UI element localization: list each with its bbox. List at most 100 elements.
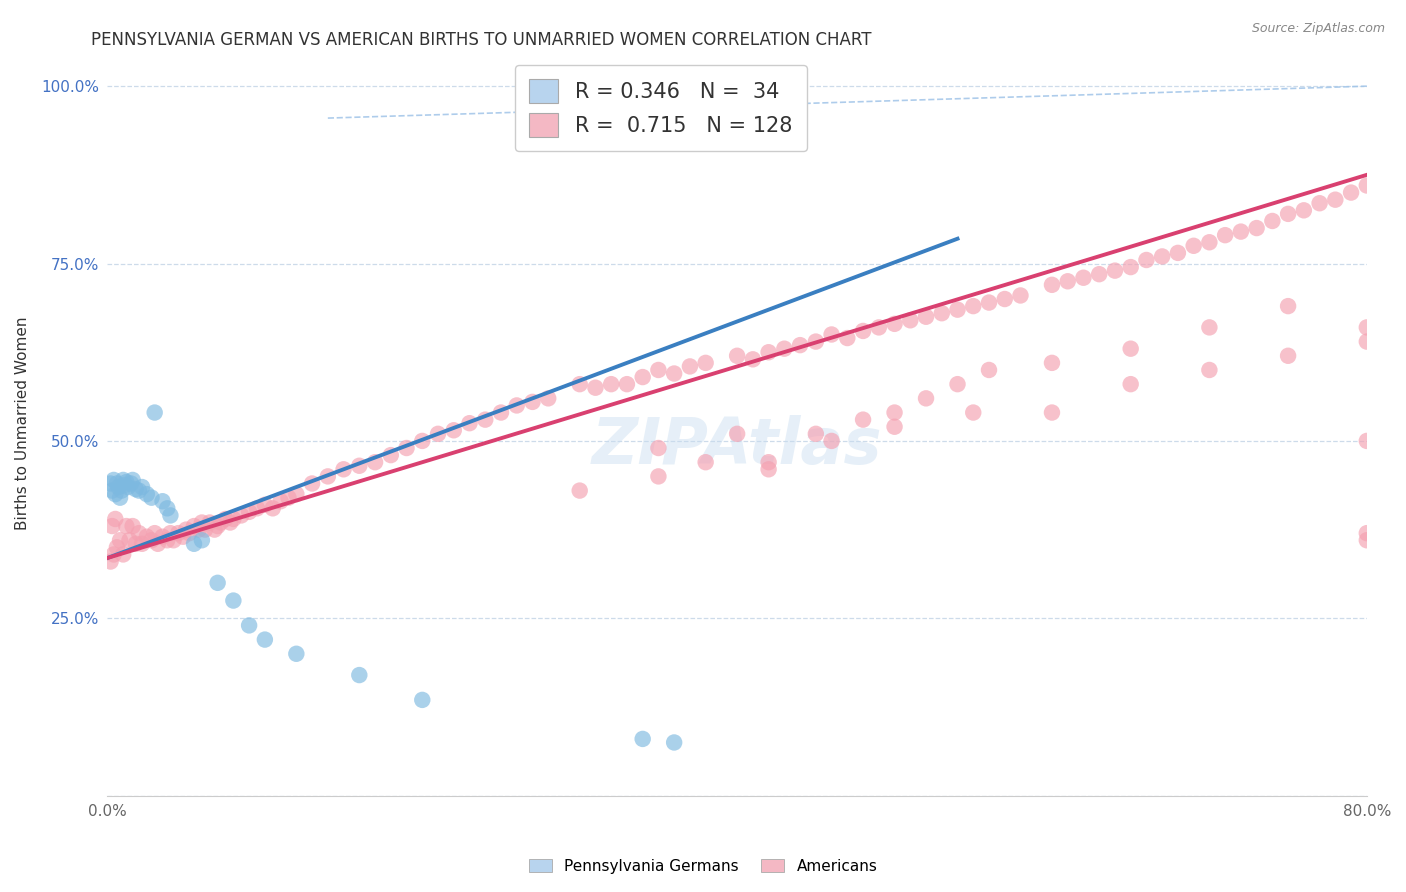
- Point: [262, 501, 284, 516]
- Point: [285, 487, 308, 501]
- Point: [183, 519, 205, 533]
- Point: [162, 533, 184, 548]
- Point: [1355, 533, 1378, 548]
- Point: [977, 295, 1000, 310]
- Point: [758, 462, 780, 476]
- Point: [443, 423, 465, 437]
- Point: [962, 405, 984, 419]
- Point: [135, 487, 157, 501]
- Point: [474, 412, 496, 426]
- Point: [103, 548, 125, 562]
- Point: [125, 482, 148, 496]
- Point: [647, 363, 669, 377]
- Point: [1261, 214, 1284, 228]
- Legend: Pennsylvania Germans, Americans: Pennsylvania Germans, Americans: [523, 853, 883, 880]
- Point: [695, 356, 717, 370]
- Point: [852, 412, 875, 426]
- Point: [214, 512, 236, 526]
- Point: [1355, 334, 1378, 349]
- Point: [585, 381, 607, 395]
- Point: [931, 306, 953, 320]
- Point: [1104, 263, 1126, 277]
- Point: [332, 462, 354, 476]
- Point: [915, 392, 938, 406]
- Point: [174, 523, 197, 537]
- Point: [105, 541, 128, 555]
- Point: [121, 473, 143, 487]
- Point: [1277, 299, 1299, 313]
- Point: [121, 519, 143, 533]
- Point: [135, 530, 157, 544]
- Point: [1355, 434, 1378, 448]
- Point: [231, 508, 253, 523]
- Point: [977, 363, 1000, 377]
- Point: [110, 483, 132, 498]
- Point: [395, 441, 418, 455]
- Point: [883, 419, 905, 434]
- Point: [1277, 349, 1299, 363]
- Point: [114, 478, 136, 492]
- Point: [128, 526, 150, 541]
- Point: [804, 426, 827, 441]
- Point: [108, 533, 131, 548]
- Point: [270, 494, 292, 508]
- Point: [1167, 246, 1189, 260]
- Point: [112, 473, 135, 487]
- Point: [1119, 342, 1142, 356]
- Point: [915, 310, 938, 324]
- Point: [662, 367, 685, 381]
- Point: [1135, 252, 1157, 267]
- Point: [946, 377, 969, 392]
- Point: [427, 426, 450, 441]
- Point: [101, 519, 124, 533]
- Point: [285, 647, 308, 661]
- Point: [662, 735, 685, 749]
- Point: [207, 575, 229, 590]
- Point: [316, 469, 339, 483]
- Point: [191, 533, 214, 548]
- Point: [789, 338, 811, 352]
- Point: [101, 483, 124, 498]
- Point: [107, 480, 129, 494]
- Point: [458, 416, 481, 430]
- Point: [883, 317, 905, 331]
- Legend: R = 0.346   N =  34, R =  0.715   N = 128: R = 0.346 N = 34, R = 0.715 N = 128: [515, 65, 807, 152]
- Point: [1119, 377, 1142, 392]
- Point: [1088, 267, 1111, 281]
- Text: Source: ZipAtlas.com: Source: ZipAtlas.com: [1251, 22, 1385, 36]
- Point: [411, 693, 433, 707]
- Point: [187, 523, 209, 537]
- Point: [1355, 526, 1378, 541]
- Point: [741, 352, 763, 367]
- Point: [117, 480, 139, 494]
- Point: [679, 359, 702, 374]
- Point: [804, 334, 827, 349]
- Point: [946, 302, 969, 317]
- Point: [246, 501, 269, 516]
- Point: [1355, 178, 1378, 193]
- Point: [1056, 274, 1078, 288]
- Point: [191, 516, 214, 530]
- Point: [209, 516, 232, 530]
- Point: [141, 533, 163, 548]
- Point: [253, 498, 276, 512]
- Point: [115, 519, 138, 533]
- Point: [852, 324, 875, 338]
- Point: [1213, 228, 1236, 243]
- Point: [349, 668, 371, 682]
- Text: ZIPAtlas: ZIPAtlas: [592, 415, 883, 476]
- Point: [898, 313, 921, 327]
- Point: [725, 426, 748, 441]
- Point: [103, 473, 125, 487]
- Point: [1152, 249, 1174, 263]
- Point: [141, 491, 163, 505]
- Point: [1309, 196, 1331, 211]
- Point: [112, 548, 135, 562]
- Point: [522, 395, 544, 409]
- Point: [222, 512, 245, 526]
- Point: [1230, 225, 1253, 239]
- Y-axis label: Births to Unmarried Women: Births to Unmarried Women: [15, 317, 30, 530]
- Text: PENNSYLVANIA GERMAN VS AMERICAN BIRTHS TO UNMARRIED WOMEN CORRELATION CHART: PENNSYLVANIA GERMAN VS AMERICAN BIRTHS T…: [91, 31, 872, 49]
- Point: [120, 476, 142, 491]
- Point: [695, 455, 717, 469]
